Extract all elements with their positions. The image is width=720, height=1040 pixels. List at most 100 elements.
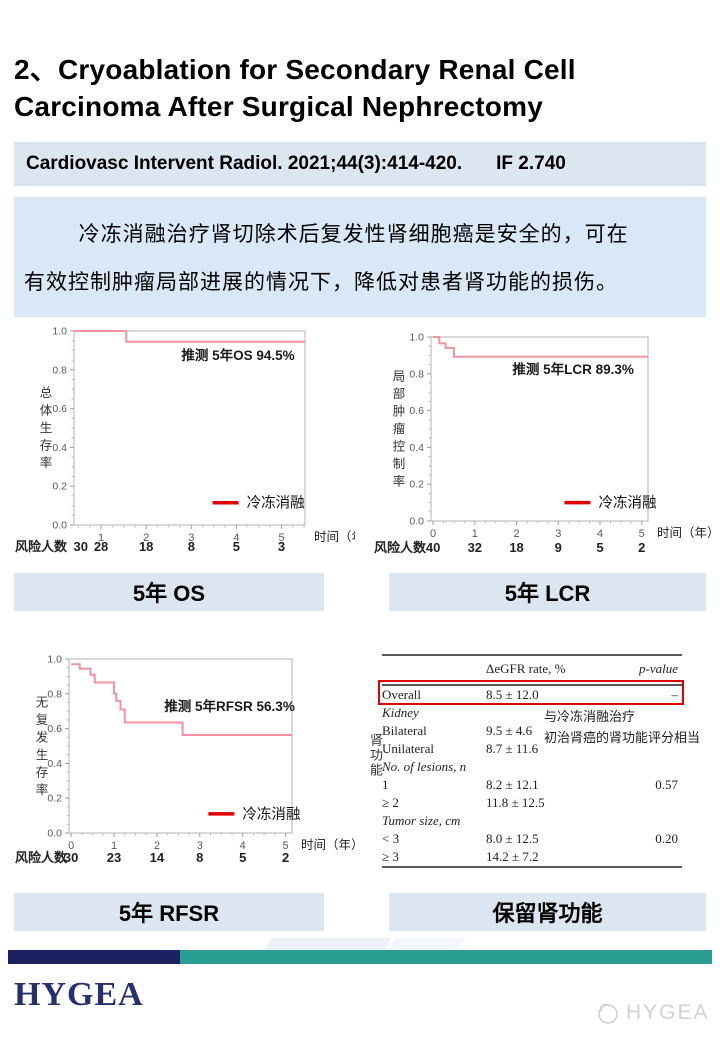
svg-text:4: 4 — [597, 528, 603, 540]
svg-text:发: 发 — [36, 729, 49, 744]
svg-text:风险人数: 风险人数 — [15, 539, 68, 554]
svg-text:部: 部 — [393, 386, 406, 401]
footer-bar-navy — [8, 950, 180, 964]
table-col-egfr: ΔeGFR rate, % — [486, 655, 612, 686]
svg-text:14: 14 — [150, 850, 165, 865]
svg-text:存: 存 — [40, 439, 53, 453]
svg-text:0.8: 0.8 — [47, 688, 62, 700]
svg-text:体: 体 — [40, 404, 53, 418]
table-cell-label: ≥ 2 — [382, 795, 399, 810]
table-cell-value: 14.2 ± 7.2 — [486, 849, 539, 864]
table-cell-pvalue — [612, 848, 682, 867]
svg-text:推测 5年RFSR 56.3%: 推测 5年RFSR 56.3% — [164, 698, 295, 714]
svg-text:局: 局 — [393, 370, 406, 384]
table-cell-value: 8.2 ± 12.1 — [486, 777, 539, 792]
summary-line-1: 冷冻消融治疗肾切除术后复发性肾细胞癌是安全的，可在 — [78, 223, 629, 246]
table-annotation: 与冷冻消融治疗 初治肾癌的肾功能评分相当 — [544, 706, 700, 748]
svg-text:风险人数: 风险人数 — [374, 540, 427, 555]
table-cell-value: 11.8 ± 12.5 — [486, 795, 545, 810]
table-row: < 3 8.0 ± 12.5 0.20 — [382, 830, 682, 848]
svg-text:风险人数: 风险人数 — [15, 850, 68, 865]
svg-text:总: 总 — [40, 386, 53, 400]
svg-text:4: 4 — [233, 532, 239, 544]
svg-text:生: 生 — [36, 748, 49, 762]
svg-text:0.0: 0.0 — [409, 516, 424, 528]
km-chart-rfsr-svg: 0.00.20.40.60.81.00 1 2 3 4 5推测 5年RFSR 56.3%冷… — [15, 654, 355, 866]
svg-text:1: 1 — [111, 840, 117, 852]
svg-text:2: 2 — [143, 532, 149, 544]
svg-text:控: 控 — [393, 440, 406, 454]
svg-text:3: 3 — [278, 539, 285, 554]
summary-box: 冷冻消融治疗肾切除术后复发性肾细胞癌是安全的，可在 有效控制肿瘤局部进展的情况下… — [14, 197, 706, 317]
caption-5y-rfsr: 5年 RFSR — [14, 893, 324, 931]
svg-text:冷冻消融: 冷冻消融 — [247, 494, 305, 512]
table-cell-value: 8.0 ± 12.5 — [486, 831, 539, 846]
svg-text:3: 3 — [188, 532, 194, 544]
svg-text:无: 无 — [36, 695, 49, 709]
svg-text:率: 率 — [393, 474, 406, 489]
svg-text:0.8: 0.8 — [409, 368, 424, 380]
km-chart-os-svg: 0.00.20.40.60.81.01 2 3 4 5推测 5年OS 94.5%冷冻消融… — [15, 326, 355, 555]
svg-text:0.0: 0.0 — [52, 520, 67, 532]
svg-text:瘤: 瘤 — [393, 421, 406, 436]
svg-text:5: 5 — [239, 850, 246, 865]
svg-text:30: 30 — [64, 850, 78, 865]
table-row: Bilateral 9.5 ± 4.6 — [382, 722, 682, 740]
svg-text:存: 存 — [36, 765, 49, 779]
svg-text:3: 3 — [197, 840, 203, 852]
title-line-2: Carcinoma After Surgical Nephrectomy — [14, 90, 543, 122]
footer-decoration — [388, 938, 466, 950]
svg-text:1.0: 1.0 — [52, 326, 67, 338]
svg-text:率: 率 — [40, 455, 53, 470]
svg-text:率: 率 — [36, 782, 49, 797]
citation-bar: Cardiovasc Intervent Radiol. 2021;44(3):… — [14, 142, 706, 186]
title-line-1: 2、Cryoablation for Secondary Renal Cell — [14, 53, 576, 85]
svg-text:0.6: 0.6 — [409, 405, 424, 417]
footer-bar-teal — [180, 950, 712, 964]
svg-text:制: 制 — [393, 457, 406, 471]
svg-text:0.6: 0.6 — [52, 403, 67, 415]
svg-text:1.0: 1.0 — [409, 332, 424, 344]
svg-text:2: 2 — [513, 528, 519, 540]
svg-text:肿: 肿 — [393, 404, 406, 419]
svg-text:0.4: 0.4 — [47, 758, 62, 770]
table-row: ≥ 3 14.2 ± 7.2 — [382, 848, 682, 867]
caption-5y-lcr: 5年 LCR — [389, 573, 706, 611]
caption-renal-function: 保留肾功能 — [389, 893, 706, 931]
svg-text:5: 5 — [283, 840, 289, 852]
table-category-label: Kidney — [382, 705, 419, 720]
svg-text:5: 5 — [596, 540, 603, 555]
km-chart-local-control: 0.0 0.2 0.4 0.6 0.8 1.0 0 1 2 3 4 5 推测 5年LCR 89.3% 冷冻… — [365, 323, 715, 567]
table-cell-pvalue: – — [671, 687, 679, 702]
svg-text:时间（年）: 时间（年） — [301, 838, 355, 852]
table-cell-pvalue: 0.57 — [655, 777, 678, 792]
svg-text:0.6: 0.6 — [47, 723, 62, 735]
km-chart-lcr-svg: 0.00.20.40.60.81.00 1 2 3 4 5推测 5年LCR 89.3%冷冻… — [374, 332, 715, 556]
svg-text:1: 1 — [472, 528, 478, 540]
table-row: Overall 8.5 ± 12.0 – — [382, 685, 682, 704]
svg-text:冷冻消融: 冷冻消融 — [242, 805, 300, 823]
table-row: 1 8.2 ± 12.1 0.57 — [382, 776, 682, 794]
svg-text:4: 4 — [240, 840, 246, 852]
svg-text:32: 32 — [468, 540, 482, 555]
svg-text:推测 5年LCR 89.3%: 推测 5年LCR 89.3% — [512, 361, 634, 377]
svg-text:30: 30 — [74, 539, 88, 554]
svg-text:0.4: 0.4 — [409, 442, 424, 454]
table-cell-pvalue: 0.20 — [655, 831, 678, 846]
table-cell-value: 9.5 ± 4.6 — [486, 723, 533, 738]
svg-text:9: 9 — [555, 540, 562, 555]
table-cell-value: 8.7 ± 11.6 — [486, 741, 539, 756]
table-category-label: Tumor size, cm — [382, 813, 461, 828]
table-annotation-line-1: 与冷冻消融治疗 — [544, 709, 636, 724]
impact-factor: IF 2.740 — [496, 153, 566, 174]
table-cell-pvalue — [612, 794, 682, 812]
egfr-table: ΔeGFR rate, % p-value Overall 8.5 ± 12.0 –… — [382, 654, 682, 868]
table-row: Unilateral 8.7 ± 11.6 — [382, 740, 682, 758]
table-cell-label: < 3 — [382, 831, 400, 846]
table-cell-label: 1 — [382, 777, 389, 792]
svg-text:0.4: 0.4 — [52, 442, 67, 454]
watermark-text: HYGEA — [626, 1001, 710, 1024]
table-col-empty — [382, 655, 486, 686]
table-row: Kidney — [382, 704, 682, 722]
table-row: Tumor size, cm — [382, 812, 682, 830]
